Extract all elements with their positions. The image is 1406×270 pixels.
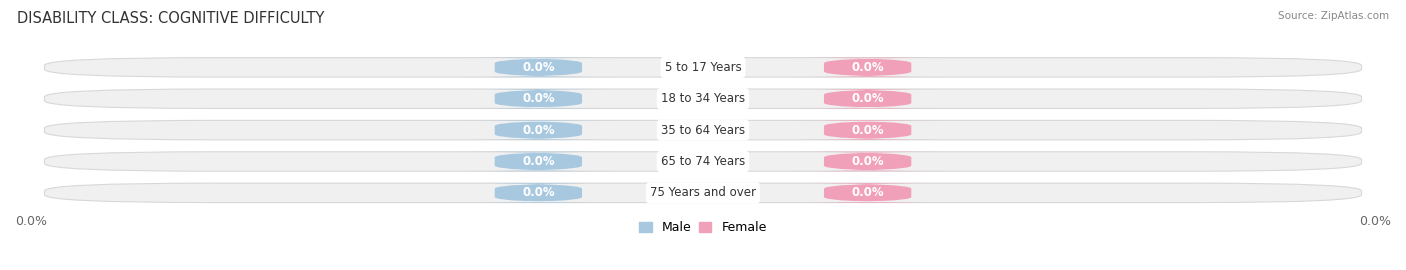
FancyBboxPatch shape [45, 120, 1361, 140]
Text: 0.0%: 0.0% [851, 124, 884, 137]
Text: 0.0%: 0.0% [851, 92, 884, 105]
FancyBboxPatch shape [461, 152, 616, 171]
Text: 5 to 17 Years: 5 to 17 Years [665, 61, 741, 74]
Text: 0.0%: 0.0% [851, 155, 884, 168]
Text: 0.0%: 0.0% [851, 61, 884, 74]
Text: 65 to 74 Years: 65 to 74 Years [661, 155, 745, 168]
FancyBboxPatch shape [790, 120, 945, 140]
FancyBboxPatch shape [461, 89, 616, 109]
FancyBboxPatch shape [45, 89, 1361, 109]
FancyBboxPatch shape [461, 58, 616, 77]
Text: Source: ZipAtlas.com: Source: ZipAtlas.com [1278, 11, 1389, 21]
Legend: Male, Female: Male, Female [634, 216, 772, 239]
Text: 0.0%: 0.0% [522, 92, 555, 105]
Text: 35 to 64 Years: 35 to 64 Years [661, 124, 745, 137]
Text: 0.0%: 0.0% [522, 124, 555, 137]
FancyBboxPatch shape [790, 58, 945, 77]
FancyBboxPatch shape [790, 89, 945, 109]
Text: 0.0%: 0.0% [522, 155, 555, 168]
Text: 0.0%: 0.0% [522, 186, 555, 199]
Text: 0.0%: 0.0% [851, 186, 884, 199]
Text: DISABILITY CLASS: COGNITIVE DIFFICULTY: DISABILITY CLASS: COGNITIVE DIFFICULTY [17, 11, 325, 26]
FancyBboxPatch shape [790, 183, 945, 202]
FancyBboxPatch shape [45, 152, 1361, 171]
Text: 75 Years and over: 75 Years and over [650, 186, 756, 199]
FancyBboxPatch shape [45, 183, 1361, 202]
FancyBboxPatch shape [461, 120, 616, 140]
FancyBboxPatch shape [45, 58, 1361, 77]
FancyBboxPatch shape [790, 152, 945, 171]
Text: 18 to 34 Years: 18 to 34 Years [661, 92, 745, 105]
Text: 0.0%: 0.0% [522, 61, 555, 74]
FancyBboxPatch shape [461, 183, 616, 202]
